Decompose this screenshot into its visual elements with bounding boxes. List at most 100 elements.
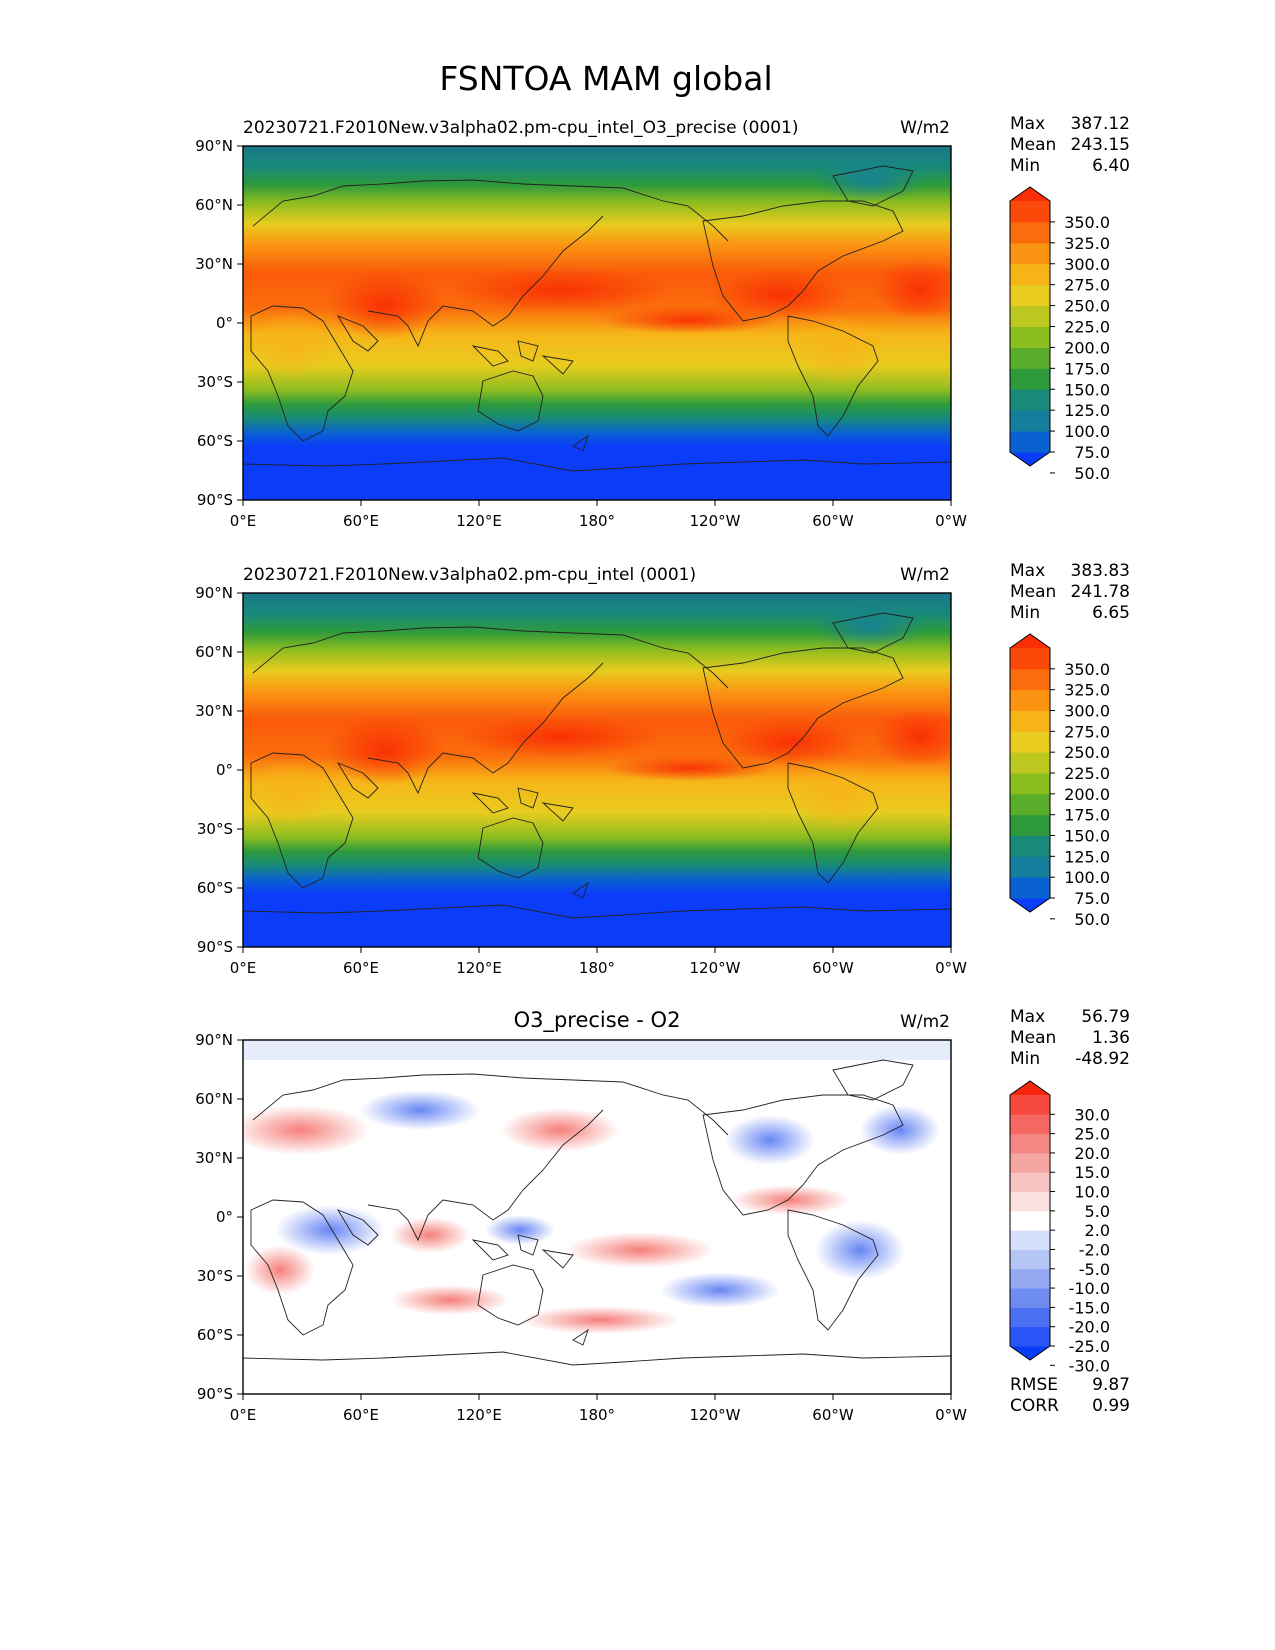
colorbar-tick-label: 10.0 (1074, 1183, 1110, 1202)
colorbar-tick-label: 100.0 (1064, 868, 1110, 887)
stat-label: Max (1010, 114, 1045, 134)
stat-value: 0.99 (1092, 1396, 1130, 1416)
colorbar-segment (1010, 221, 1050, 244)
colorbar-segment (1010, 347, 1050, 369)
stat-value: 1.36 (1092, 1028, 1130, 1048)
y-tick-label: 90°S (197, 491, 233, 509)
colorbar-segment (1010, 877, 1050, 899)
x-tick-label: 120°E (456, 959, 502, 977)
x-tick-label: 180° (579, 1406, 615, 1424)
y-tick-label: 30°S (197, 820, 233, 838)
colorbar-segment (1010, 242, 1050, 265)
y-tick-label: 60°S (197, 1326, 233, 1344)
figure-title: FSNTOA MAM global (439, 59, 772, 98)
y-tick-label: 90°S (197, 938, 233, 956)
colorbar-segment (1010, 1095, 1050, 1115)
colorbar-tick-label: 275.0 (1064, 276, 1110, 295)
colorbar-segment (1010, 1172, 1050, 1193)
stat-value: 241.78 (1071, 582, 1130, 602)
x-tick-label: 180° (579, 959, 615, 977)
x-tick-label: 120°E (456, 512, 502, 530)
stat-label: Min (1010, 1049, 1040, 1069)
panel-ref-units: W/m2 (900, 565, 950, 585)
colorbar-tick-label: -20.0 (1069, 1318, 1110, 1337)
colorbar-tick-label: 75.0 (1074, 443, 1110, 462)
stat-value: 243.15 (1071, 135, 1130, 155)
colorbar-tick-label: 20.0 (1074, 1144, 1110, 1163)
colorbar-tick-label: 225.0 (1064, 764, 1110, 783)
x-tick-label: 120°W (690, 959, 741, 977)
colorbar-tick-label: 75.0 (1074, 889, 1110, 908)
stat-value: 56.79 (1081, 1007, 1130, 1027)
colorbar-tick-label: 175.0 (1064, 806, 1110, 825)
stat-label: RMSE (1010, 1375, 1058, 1395)
x-tick-label: 60°W (812, 959, 854, 977)
colorbar-segment (1010, 689, 1050, 711)
colorbar-segment (1010, 1326, 1050, 1347)
panel-diff-units: W/m2 (900, 1012, 950, 1032)
panel-test: 20230721.F2010New.v3alpha02.pm-cpu_intel… (195, 114, 1130, 530)
x-tick-label: 60°W (812, 512, 854, 530)
x-tick-label: 0°W (935, 959, 967, 977)
colorbar-tick-label: 15.0 (1074, 1163, 1110, 1182)
colorbar-tick-label: 30.0 (1074, 1105, 1110, 1124)
colorbar-segment (1010, 431, 1050, 453)
colorbar-segment (1010, 1307, 1050, 1328)
x-tick-label: 60°W (812, 1406, 854, 1424)
colorbar-segment (1010, 648, 1050, 670)
y-tick-label: 60°N (195, 196, 233, 214)
y-tick-label: 30°S (197, 373, 233, 391)
stat-value: 387.12 (1071, 114, 1130, 134)
colorbar-segment (1010, 1230, 1050, 1250)
colorbar-segment (1010, 814, 1050, 836)
x-tick-label: 0°E (230, 512, 257, 530)
colorbar-tick-label: 325.0 (1064, 681, 1110, 700)
colorbar-segment (1010, 263, 1050, 286)
colorbar-segment (1010, 1133, 1050, 1154)
colorbar-segment (1010, 1249, 1050, 1270)
stat-label: Min (1010, 156, 1040, 176)
panel-test-title: 20230721.F2010New.v3alpha02.pm-cpu_intel… (243, 118, 799, 138)
stat-value: 9.87 (1092, 1375, 1130, 1395)
x-tick-label: 60°E (343, 959, 379, 977)
colorbar-segment (1010, 389, 1050, 411)
colorbar-segment (1010, 1268, 1050, 1289)
stat-value: -48.92 (1075, 1049, 1130, 1069)
stat-label: Max (1010, 561, 1045, 581)
panel-diff-colorbar: 30.025.020.015.010.05.02.0-2.0-5.0-10.0-… (1009, 1080, 1110, 1375)
colorbar-tick-label: -15.0 (1069, 1298, 1110, 1317)
colorbar-extend-max (1010, 187, 1050, 201)
panel-test-stats: Max 387.12 Mean 243.15 Min 6.40 (1010, 114, 1130, 176)
colorbar-extend-max (1010, 1081, 1050, 1095)
colorbar-tick-label: 125.0 (1064, 847, 1110, 866)
colorbar-tick-label: 150.0 (1064, 827, 1110, 846)
y-tick-label: 0° (216, 314, 233, 332)
x-tick-label: 180° (579, 512, 615, 530)
colorbar-tick-label: -2.0 (1079, 1240, 1110, 1259)
colorbar-tick-label: 350.0 (1064, 660, 1110, 679)
stat-value: 6.40 (1092, 156, 1130, 176)
stat-value: 383.83 (1071, 561, 1130, 581)
x-tick-label: 0°E (230, 1406, 257, 1424)
x-tick-label: 120°E (456, 1406, 502, 1424)
colorbar-segment (1010, 284, 1050, 307)
y-tick-label: 90°S (197, 1385, 233, 1403)
colorbar-segment (1010, 1152, 1050, 1173)
panel-diff-stats: Max 56.79 Mean 1.36 Min -48.92 (1010, 1007, 1130, 1069)
panel-diff-title: O3_precise - O2 (514, 1008, 681, 1033)
colorbar-tick-label: -25.0 (1069, 1337, 1110, 1356)
colorbar-segment (1010, 1191, 1050, 1212)
colorbar-tick-label: 250.0 (1064, 743, 1110, 762)
colorbar-tick-label: 175.0 (1064, 359, 1110, 378)
colorbar-tick-label: -10.0 (1069, 1279, 1110, 1298)
y-tick-label: 30°N (195, 1149, 233, 1167)
panel-ref-map (243, 593, 951, 947)
colorbar-tick-label: 50.0 (1074, 910, 1110, 929)
x-tick-label: 0°W (935, 1406, 967, 1424)
stat-label: Mean (1010, 582, 1056, 602)
colorbar-tick-label: 100.0 (1064, 422, 1110, 441)
stat-label: Mean (1010, 1028, 1056, 1048)
